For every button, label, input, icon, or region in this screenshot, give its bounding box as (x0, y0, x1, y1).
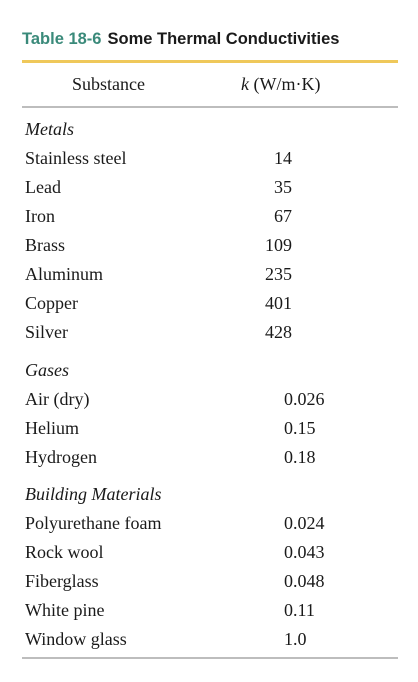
table-number: Table 18-6 (22, 30, 102, 48)
table-row-name: Fiberglass (25, 571, 99, 591)
table-row-value: 0.026 (284, 389, 325, 409)
table-bottom-rule (22, 657, 398, 659)
table-row-name: Window glass (25, 629, 127, 649)
table-row-value: 0.18 (284, 447, 316, 467)
caption-rule (22, 60, 398, 63)
table-row-name: Iron (25, 206, 55, 226)
table-row-value: 0.15 (284, 418, 316, 438)
table-row-value: 1.0 (284, 629, 307, 649)
table-row-value: 0.11 (284, 600, 315, 620)
table-row-value: 235 (265, 264, 292, 284)
table-row-value: 109 (265, 235, 292, 255)
table-row-value: 14 (274, 148, 292, 168)
conductivity-symbol: k (241, 74, 249, 94)
table-row-value: 0.043 (284, 542, 325, 562)
table-row-name: Aluminum (25, 264, 104, 284)
table-row-value: 67 (274, 206, 292, 226)
table-row-name: Copper (25, 293, 78, 313)
table-row-name: Air (dry) (25, 389, 90, 409)
header-rule (22, 106, 398, 108)
table-row-name: Hydrogen (25, 447, 97, 467)
table-row-name: Rock wool (25, 542, 104, 562)
column-header-substance: Substance (72, 74, 145, 94)
category-heading-building-materials: Building Materials (25, 484, 162, 504)
table-row-name: White pine (25, 600, 105, 620)
column-header-conductivity: k (W/m·K) (241, 74, 320, 95)
category-heading-metals: Metals (25, 119, 74, 139)
table-row-name: Helium (25, 418, 79, 438)
conductivity-unit: (W/m·K) (253, 74, 321, 94)
table-row-value: 35 (274, 177, 292, 197)
table-row-value: 401 (265, 293, 292, 313)
table-row-name: Lead (25, 177, 61, 197)
table-row-name: Polyurethane foam (25, 513, 162, 533)
table-row-value: 0.048 (284, 571, 325, 591)
table-row-value: 428 (265, 322, 292, 342)
table-row-name: Silver (25, 322, 68, 342)
table-row-value: 0.024 (284, 513, 325, 533)
table-title: Some Thermal Conductivities (107, 30, 340, 48)
category-heading-gases: Gases (25, 360, 69, 380)
table-row-name: Brass (25, 235, 65, 255)
table-row-name: Stainless steel (25, 148, 127, 168)
table-caption: Table 18-6 Some Thermal Conductivities (22, 30, 339, 49)
